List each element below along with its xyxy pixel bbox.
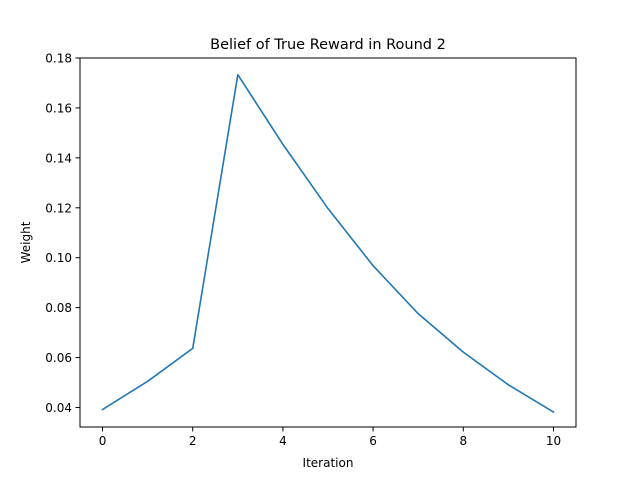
- x-tick-label: 4: [279, 434, 287, 448]
- plot-area: [101, 73, 555, 414]
- y-tick-label: 0.18: [45, 52, 72, 66]
- x-tick-label: 2: [189, 434, 197, 448]
- y-axis: 0.04 0.06 0.08 0.10 0.12 0.14 0.16 0.18: [45, 52, 80, 415]
- series-line: [101, 73, 555, 414]
- y-tick-label: 0.04: [45, 401, 72, 415]
- y-tick-label: 0.06: [45, 351, 72, 365]
- x-tick-label: 0: [99, 434, 107, 448]
- y-axis-label: Weight: [19, 221, 33, 263]
- y-tick-label: 0.08: [45, 301, 72, 315]
- x-axis-label: Iteration: [303, 456, 354, 470]
- y-tick-label: 0.12: [45, 201, 72, 215]
- x-tick-label: 6: [369, 434, 377, 448]
- chart-title: Belief of True Reward in Round 2: [210, 37, 446, 53]
- axes-frame: [79, 57, 577, 428]
- x-tick-label: 10: [546, 434, 561, 448]
- y-tick-label: 0.14: [45, 151, 72, 165]
- y-tick-label: 0.16: [45, 101, 72, 115]
- x-tick-label: 8: [459, 434, 467, 448]
- x-axis: 0 2 4 6 8 10: [99, 427, 561, 448]
- y-tick-label: 0.10: [45, 251, 72, 265]
